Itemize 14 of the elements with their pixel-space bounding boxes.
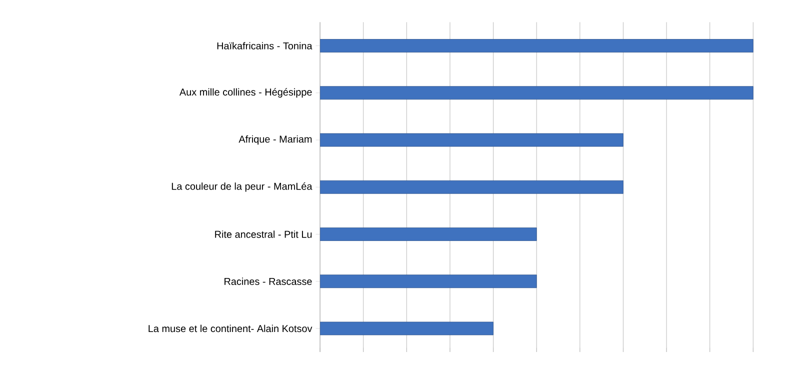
y-tick-label: Racines - Rascasse [224,278,312,285]
bar [320,274,537,288]
bar [320,180,624,194]
y-tick-label: La couleur de la peur - MamLéa [172,182,312,192]
y-tick-label: Aux mille collines - Hégésippe [179,88,312,98]
bar [320,38,754,52]
y-tick-label: Haïkafricains - Tonina [217,42,312,50]
bar [320,133,624,147]
bar [320,227,537,241]
y-tick-label: La muse et le continent- Alain Kotsov [148,324,312,332]
bar [320,322,494,336]
bar [320,86,754,100]
y-tick-label: Rite ancestral - Ptit Lu [215,230,312,238]
y-tick-label: Afrique - Mariam [238,135,312,145]
